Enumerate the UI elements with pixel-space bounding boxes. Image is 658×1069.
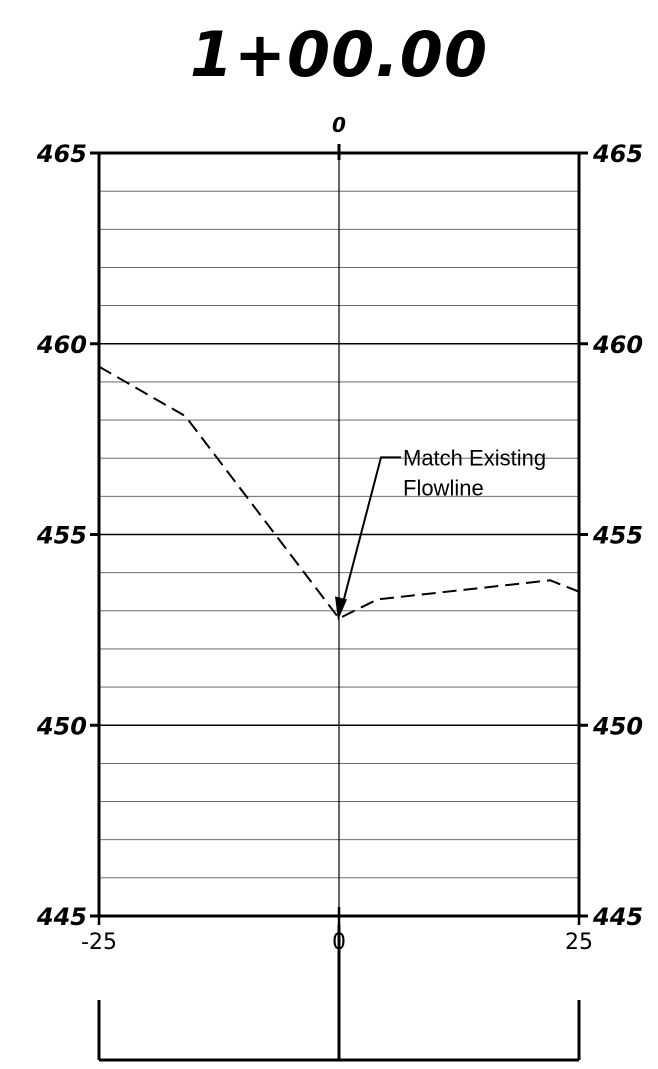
- y-tick-label-right: 450: [592, 712, 643, 740]
- annotation-group: Match Existing Flowline: [335, 445, 546, 621]
- y-tick-label-right: 455: [592, 522, 643, 550]
- x-tick-label: -25: [81, 930, 117, 955]
- y-tick-label-right: 460: [592, 331, 643, 359]
- annotation-leader: [340, 456, 401, 611]
- y-tick-label-left: 465: [36, 140, 87, 168]
- x-tick-label: 25: [565, 930, 593, 955]
- annotation-text: Match Existing: [403, 445, 546, 470]
- plot-border: [97, 151, 581, 918]
- major-gridlines: [99, 153, 579, 916]
- y-tick-label-left: 460: [36, 331, 87, 359]
- annotation-arrowhead: [335, 596, 347, 621]
- plot-frame: [97, 151, 581, 918]
- y-tick-label-left: 455: [36, 522, 87, 550]
- series-line: [98, 365, 580, 620]
- y-tick-label-left: 450: [36, 712, 87, 740]
- chart-title: 1+00.00: [189, 18, 489, 91]
- bottom-box: [97, 925, 581, 1062]
- top-tick-label: 0: [332, 113, 346, 137]
- y-tick-label-right: 465: [592, 140, 643, 168]
- y-tick-label-right: 445: [592, 903, 643, 931]
- series-group: [98, 365, 580, 620]
- annotation-text: Flowline: [403, 475, 484, 500]
- y-tick-label-left: 445: [36, 903, 87, 931]
